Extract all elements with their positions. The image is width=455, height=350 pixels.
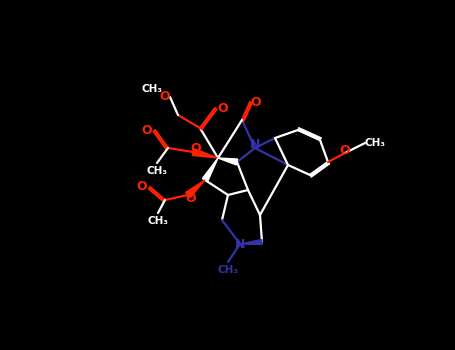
Polygon shape (218, 158, 238, 165)
Text: O: O (340, 144, 350, 156)
Polygon shape (202, 158, 218, 182)
Text: O: O (136, 181, 147, 194)
Text: CH₃: CH₃ (147, 216, 168, 226)
Text: CH₃: CH₃ (364, 138, 385, 148)
Text: N: N (235, 238, 245, 251)
Polygon shape (240, 239, 262, 245)
Text: O: O (217, 102, 228, 114)
Text: O: O (142, 124, 152, 136)
Polygon shape (192, 149, 218, 158)
Polygon shape (186, 180, 205, 198)
Text: O: O (191, 142, 201, 155)
Text: CH₃: CH₃ (147, 166, 167, 176)
Text: O: O (251, 96, 261, 108)
Text: O: O (186, 191, 196, 204)
Text: N: N (250, 139, 260, 152)
Text: CH₃: CH₃ (217, 265, 238, 275)
Text: O: O (160, 91, 170, 104)
Text: CH₃: CH₃ (142, 84, 162, 94)
